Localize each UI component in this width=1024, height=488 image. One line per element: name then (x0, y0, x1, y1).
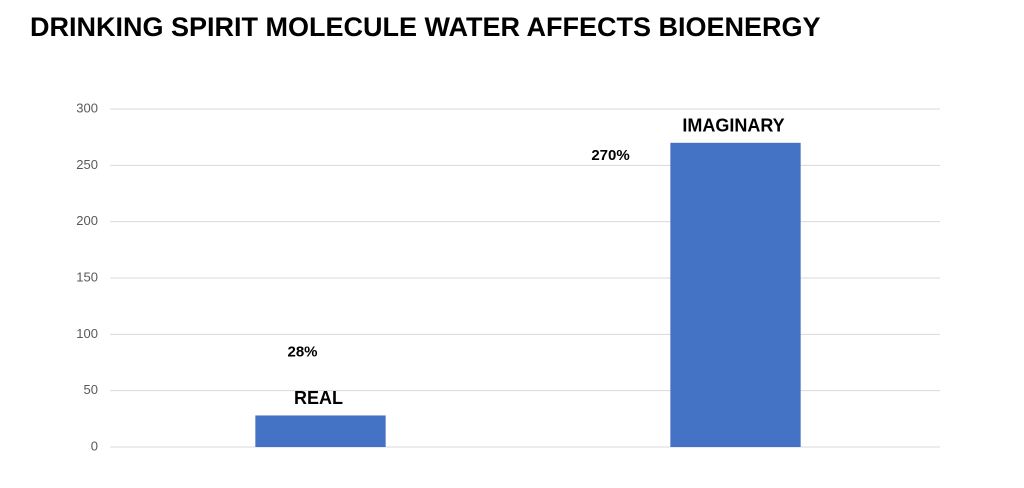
y-tick-label: 0 (91, 438, 98, 453)
y-tick-label: 200 (76, 213, 98, 228)
bar (670, 142, 801, 448)
y-tick-label: 150 (76, 269, 98, 284)
value-label: 270% (591, 147, 629, 164)
y-tick-label: 300 (76, 100, 98, 115)
value-label: 28% (287, 343, 317, 360)
bar (255, 415, 386, 447)
category-label: IMAGINARY (682, 116, 784, 136)
category-label: REAL (294, 388, 343, 408)
chart-title: DRINKING SPIRIT MOLECULE WATER AFFECTS B… (30, 12, 821, 42)
y-tick-label: 250 (76, 157, 98, 172)
y-tick-label: 100 (76, 326, 98, 341)
y-tick-label: 50 (84, 382, 98, 397)
